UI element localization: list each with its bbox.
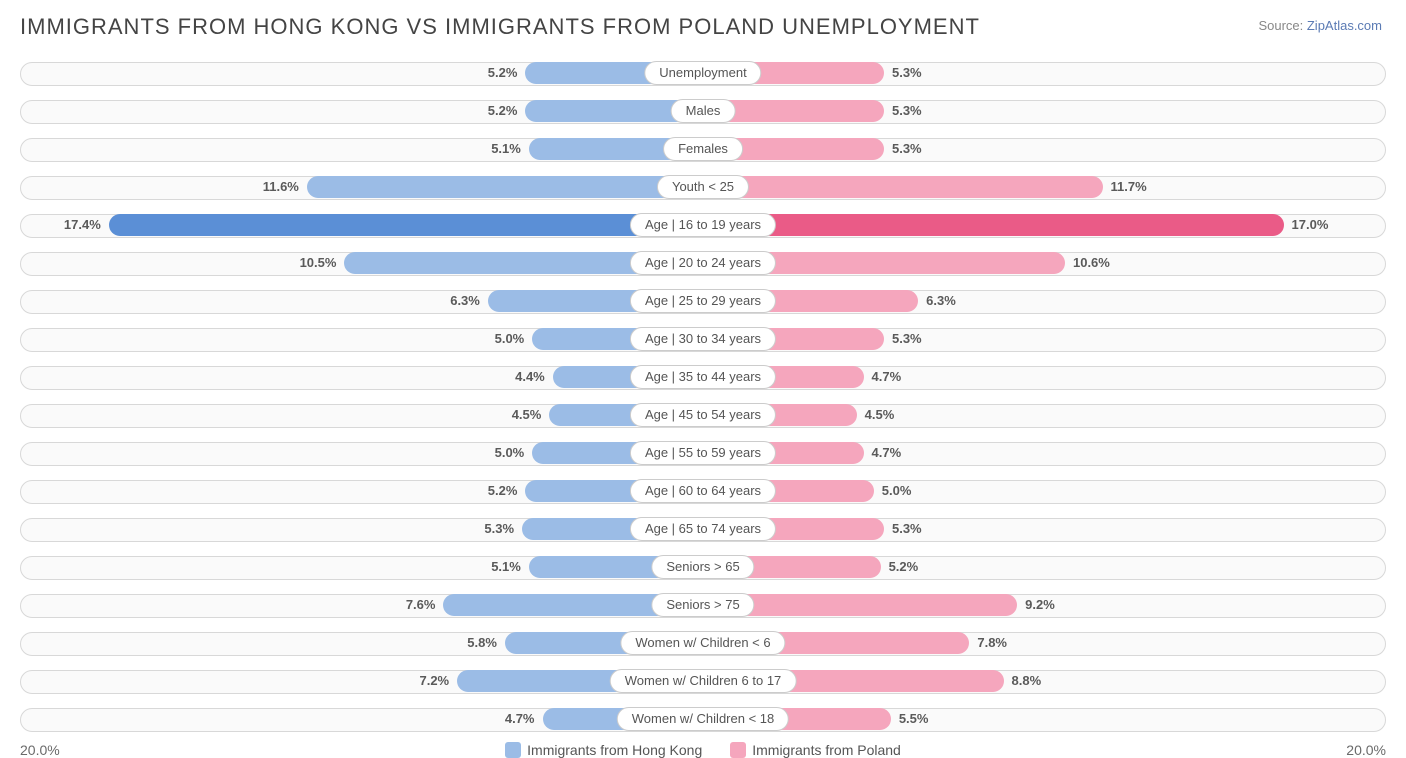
category-label: Age | 60 to 64 years (630, 479, 776, 503)
bar-row: 5.2% 5.0% Age | 60 to 64 years (20, 474, 1386, 508)
legend-label-right: Immigrants from Poland (752, 742, 901, 758)
axis-left-max: 20.0% (20, 742, 60, 758)
bar-row: 5.0% 5.3% Age | 30 to 34 years (20, 322, 1386, 356)
category-label: Age | 30 to 34 years (630, 327, 776, 351)
bar-right (703, 176, 1103, 198)
category-label: Age | 55 to 59 years (630, 441, 776, 465)
axis-right-max: 20.0% (1346, 742, 1386, 758)
category-label: Age | 45 to 54 years (630, 403, 776, 427)
bar-row: 7.2% 8.8% Women w/ Children 6 to 17 (20, 664, 1386, 698)
category-label: Seniors > 75 (651, 593, 754, 617)
bar-row: 5.8% 7.8% Women w/ Children < 6 (20, 626, 1386, 660)
value-left: 17.4% (64, 214, 101, 236)
chart-footer: 20.0% Immigrants from Hong Kong Immigran… (20, 742, 1386, 758)
value-right: 4.7% (872, 442, 902, 464)
bar-row: 5.2% 5.3% Unemployment (20, 56, 1386, 90)
source-prefix: Source: (1258, 18, 1306, 33)
value-left: 4.5% (512, 404, 542, 426)
category-label: Age | 35 to 44 years (630, 365, 776, 389)
value-left: 7.2% (419, 670, 449, 692)
value-right: 6.3% (926, 290, 956, 312)
legend-item-left: Immigrants from Hong Kong (505, 742, 702, 758)
value-right: 9.2% (1025, 594, 1055, 616)
bar-row: 4.5% 4.5% Age | 45 to 54 years (20, 398, 1386, 432)
value-right: 5.2% (889, 556, 919, 578)
value-right: 4.7% (872, 366, 902, 388)
category-label: Age | 25 to 29 years (630, 289, 776, 313)
value-right: 4.5% (865, 404, 895, 426)
bar-row: 5.2% 5.3% Males (20, 94, 1386, 128)
value-left: 5.0% (495, 328, 525, 350)
value-left: 6.3% (450, 290, 480, 312)
value-right: 11.7% (1111, 176, 1147, 198)
value-right: 5.3% (892, 100, 922, 122)
category-label: Unemployment (644, 61, 761, 85)
value-left: 4.4% (515, 366, 545, 388)
bar-row: 4.7% 5.5% Women w/ Children < 18 (20, 702, 1386, 736)
value-right: 5.0% (882, 480, 912, 502)
bar-row: 6.3% 6.3% Age | 25 to 29 years (20, 284, 1386, 318)
bar-row: 17.4% 17.0% Age | 16 to 19 years (20, 208, 1386, 242)
value-left: 5.3% (484, 518, 514, 540)
bar-row: 5.3% 5.3% Age | 65 to 74 years (20, 512, 1386, 546)
value-right: 5.3% (892, 328, 922, 350)
category-label: Women w/ Children 6 to 17 (610, 669, 797, 693)
source-attribution: Source: ZipAtlas.com (1258, 18, 1382, 33)
category-label: Females (663, 137, 743, 161)
value-left: 5.2% (488, 100, 518, 122)
bar-row: 5.0% 4.7% Age | 55 to 59 years (20, 436, 1386, 470)
value-right: 8.8% (1012, 670, 1042, 692)
value-left: 7.6% (406, 594, 436, 616)
value-right: 17.0% (1292, 214, 1329, 236)
value-right: 7.8% (977, 632, 1007, 654)
category-label: Youth < 25 (657, 175, 749, 199)
value-left: 11.6% (263, 176, 299, 198)
bar-left (307, 176, 703, 198)
category-label: Women w/ Children < 18 (617, 707, 789, 731)
value-left: 5.1% (491, 138, 521, 160)
legend: Immigrants from Hong Kong Immigrants fro… (505, 742, 901, 758)
source-link[interactable]: ZipAtlas.com (1307, 18, 1382, 33)
chart-title: IMMIGRANTS FROM HONG KONG VS IMMIGRANTS … (0, 0, 1406, 46)
value-left: 5.1% (491, 556, 521, 578)
bar-right (703, 214, 1284, 236)
legend-item-right: Immigrants from Poland (730, 742, 901, 758)
value-left: 5.0% (495, 442, 525, 464)
value-right: 5.3% (892, 62, 922, 84)
value-left: 5.8% (467, 632, 497, 654)
category-label: Age | 16 to 19 years (630, 213, 776, 237)
category-label: Seniors > 65 (651, 555, 754, 579)
bar-row: 4.4% 4.7% Age | 35 to 44 years (20, 360, 1386, 394)
value-left: 5.2% (488, 62, 518, 84)
legend-swatch-left (505, 742, 521, 758)
value-right: 5.5% (899, 708, 929, 730)
category-label: Males (671, 99, 736, 123)
value-left: 5.2% (488, 480, 518, 502)
bar-left (109, 214, 703, 236)
bar-row: 5.1% 5.2% Seniors > 65 (20, 550, 1386, 584)
bar-row: 7.6% 9.2% Seniors > 75 (20, 588, 1386, 622)
legend-label-left: Immigrants from Hong Kong (527, 742, 702, 758)
value-left: 10.5% (300, 252, 337, 274)
value-right: 5.3% (892, 138, 922, 160)
category-label: Age | 65 to 74 years (630, 517, 776, 541)
value-right: 10.6% (1073, 252, 1110, 274)
category-label: Women w/ Children < 6 (620, 631, 785, 655)
legend-swatch-right (730, 742, 746, 758)
diverging-bar-chart: 5.2% 5.3% Unemployment 5.2% 5.3% Males 5.1% 5.3… (20, 56, 1386, 740)
bar-row: 11.6% 11.7% Youth < 25 (20, 170, 1386, 204)
value-right: 5.3% (892, 518, 922, 540)
value-left: 4.7% (505, 708, 535, 730)
category-label: Age | 20 to 24 years (630, 251, 776, 275)
bar-row: 10.5% 10.6% Age | 20 to 24 years (20, 246, 1386, 280)
bar-row: 5.1% 5.3% Females (20, 132, 1386, 166)
